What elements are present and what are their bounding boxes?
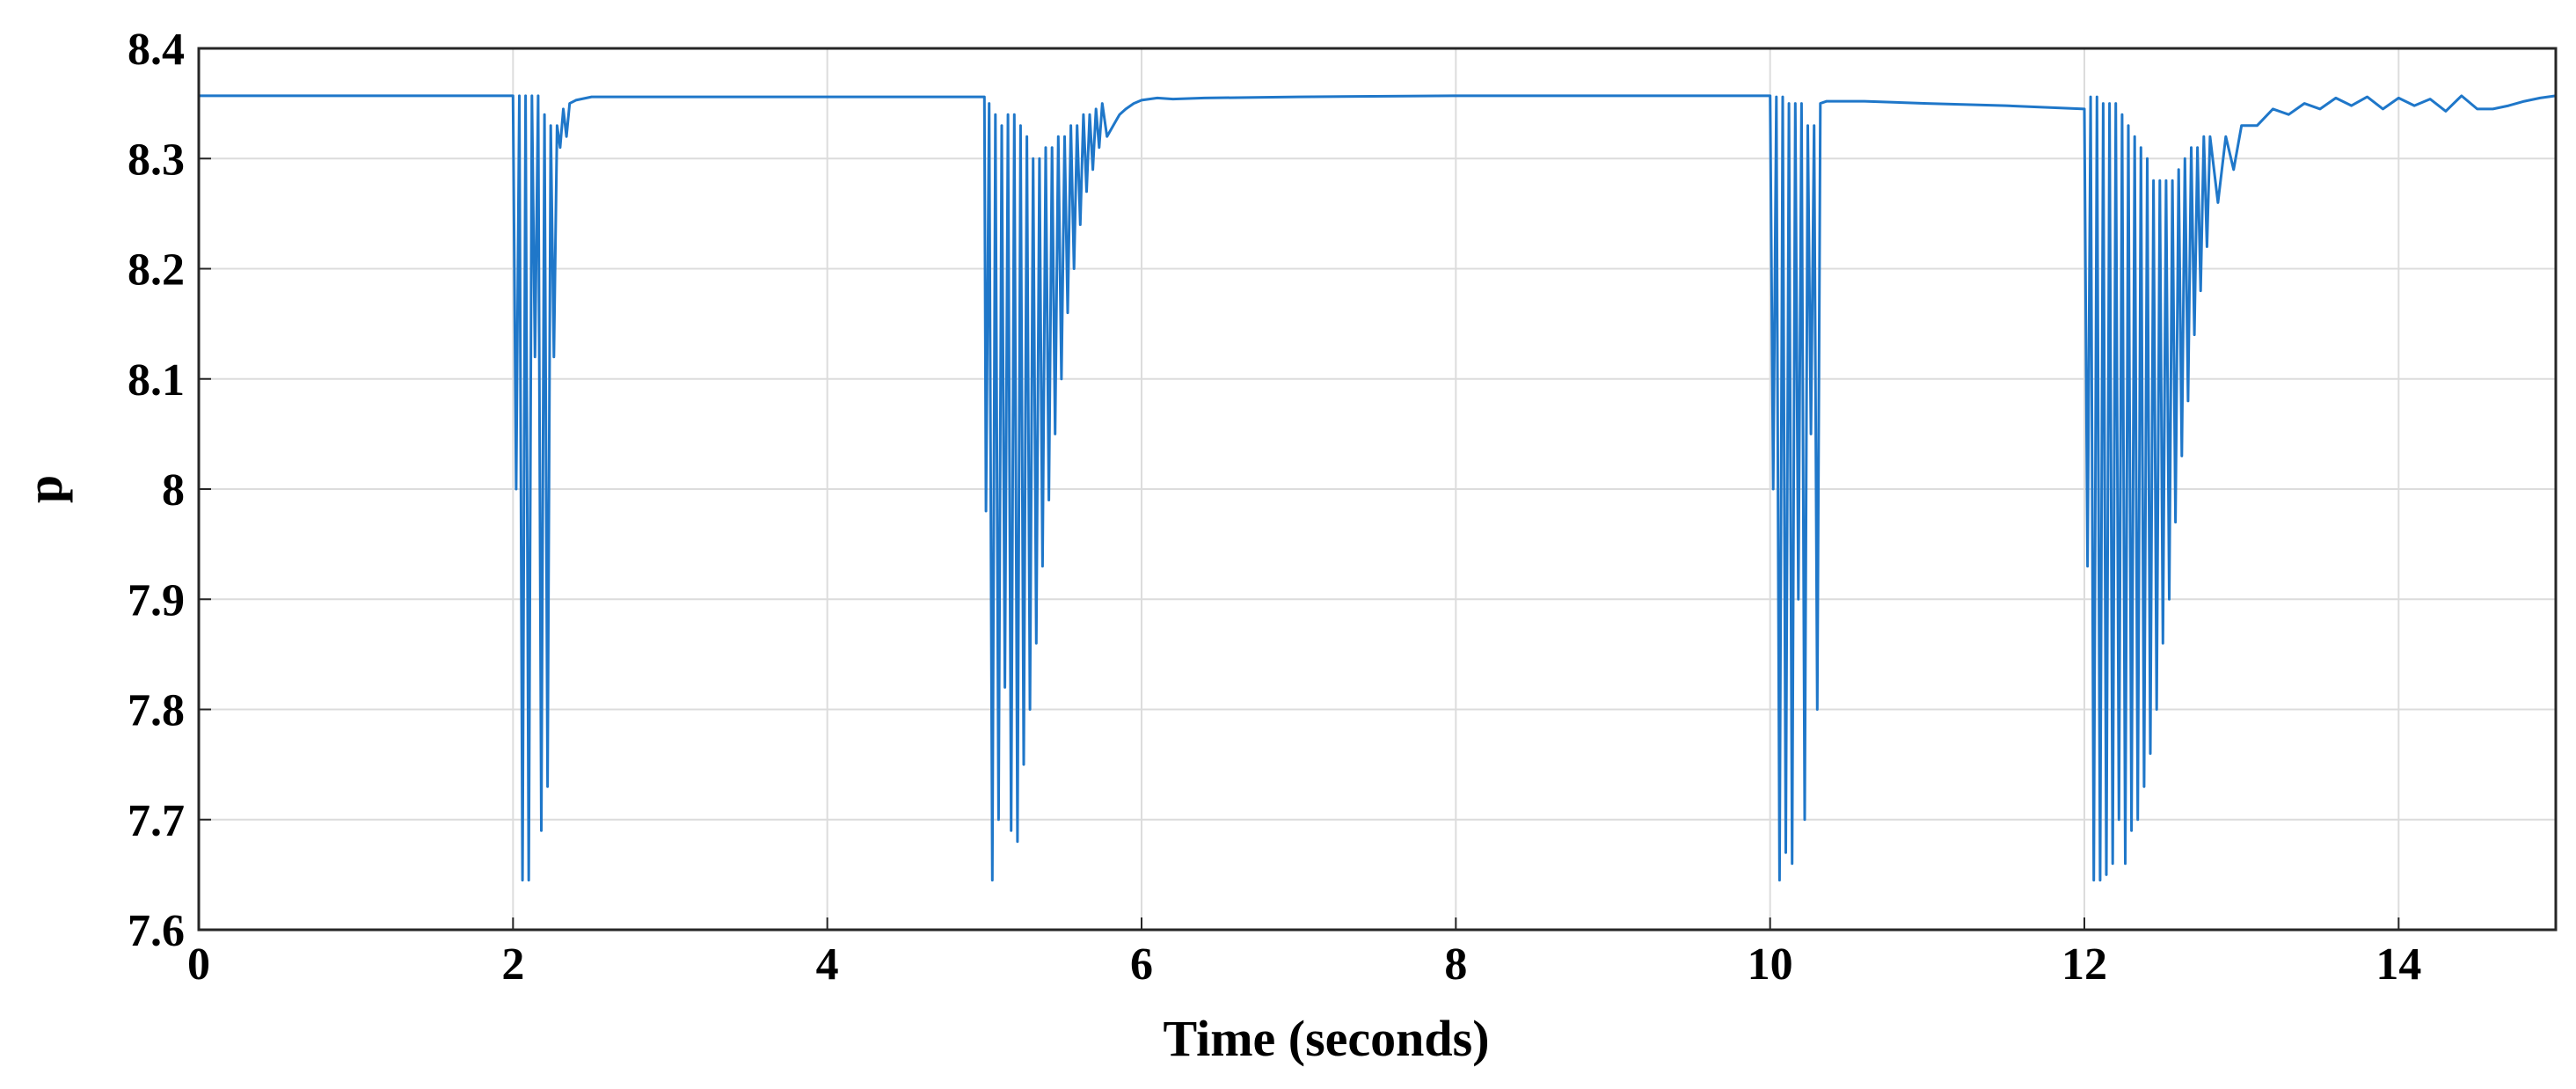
x-axis-title: Time (seconds) <box>1163 1010 1489 1067</box>
x-tick-layer: 0 2 4 6 8 10 12 14 <box>187 917 2421 990</box>
y-tick-label: 8.3 <box>128 135 185 185</box>
x-tick-label: 6 <box>1130 939 1153 990</box>
x-tick-label: 2 <box>501 939 524 990</box>
y-tick-label: 8.2 <box>128 245 185 296</box>
y-tick-label: 7.7 <box>128 796 185 846</box>
series-line-0 <box>199 94 2557 882</box>
y-axis-title: p <box>16 475 73 503</box>
x-tick-label: 12 <box>2062 939 2107 990</box>
x-tick-label: 0 <box>187 939 210 990</box>
y-tick-label: 7.9 <box>128 575 185 625</box>
x-tick-label: 14 <box>2375 939 2421 990</box>
series-layer <box>199 94 2557 882</box>
y-tick-label: 7.8 <box>128 686 185 736</box>
y-tick-label: 8 <box>162 465 185 515</box>
y-tick-label: 8.4 <box>128 25 185 75</box>
y-tick-label: 7.6 <box>128 906 185 956</box>
x-tick-label: 8 <box>1444 939 1467 990</box>
x-tick-label: 4 <box>816 939 839 990</box>
y-tick-layer: 7.6 7.7 7.8 7.9 8 8.1 8.2 8.3 8.4 <box>128 25 211 956</box>
x-tick-label: 10 <box>1748 939 1793 990</box>
y-tick-label: 8.1 <box>128 355 185 406</box>
